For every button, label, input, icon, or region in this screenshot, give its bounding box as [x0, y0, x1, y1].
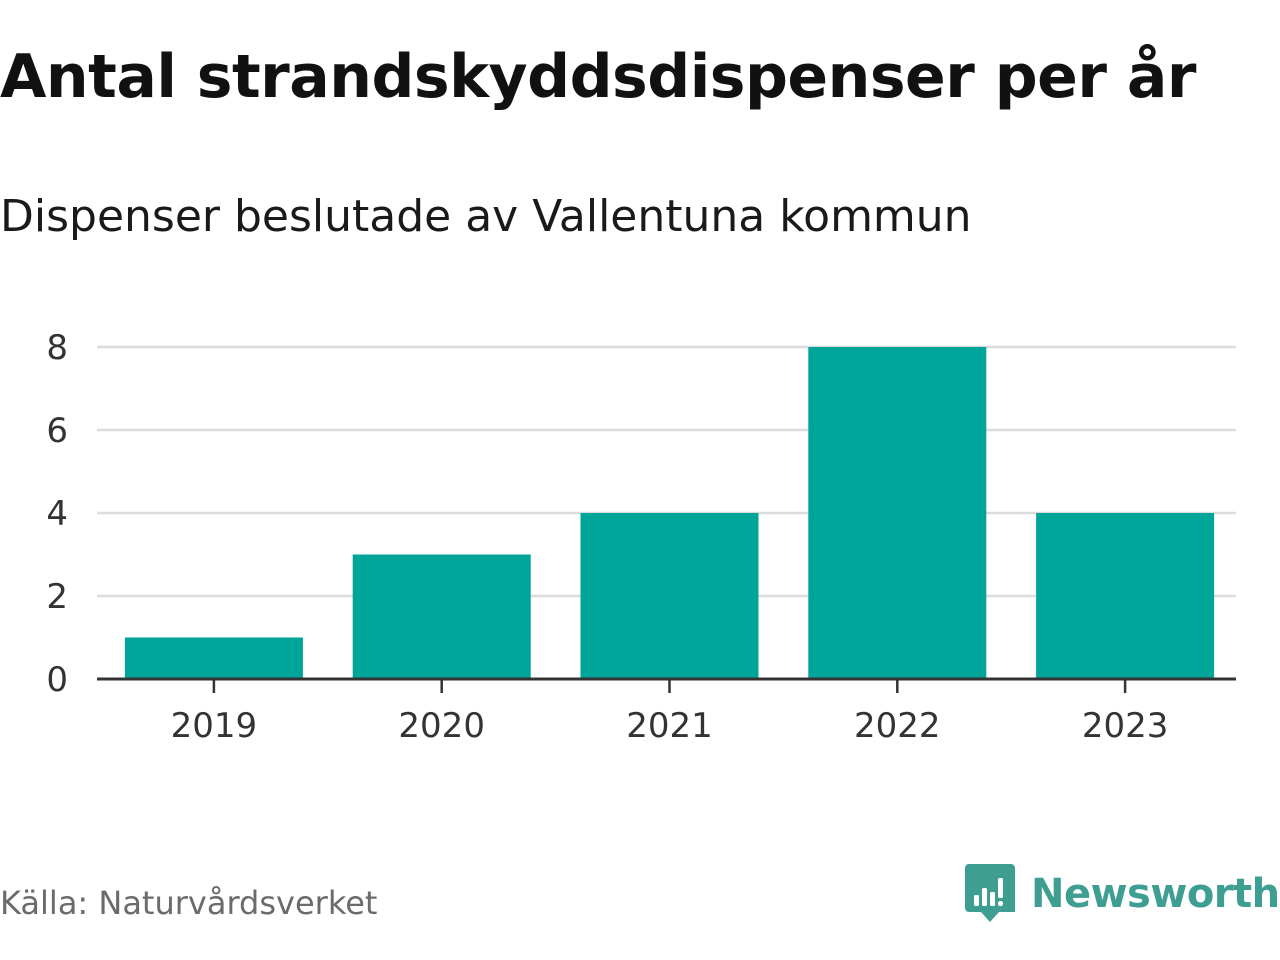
bar-2023	[1036, 513, 1215, 679]
x-tick-label: 2022	[854, 706, 941, 746]
y-tick-label: 2	[46, 577, 68, 617]
x-tick-label: 2019	[171, 706, 258, 746]
x-tick-label: 2021	[626, 706, 713, 746]
bar-2020	[352, 554, 531, 679]
bar-2022	[808, 347, 987, 679]
brand-name: Newsworthy	[1031, 871, 1280, 917]
source-note: Källa: Naturvårdsverket	[0, 884, 378, 922]
y-tick-label: 8	[46, 328, 68, 368]
brand-mark: Newsworthy	[965, 864, 1280, 924]
chart-title: Antal strandskyddsdispenser per år	[0, 42, 1196, 112]
bar-2019	[124, 637, 303, 679]
y-tick-label: 6	[46, 411, 68, 451]
y-tick-label: 0	[46, 660, 68, 700]
chart-subtitle: Dispenser beslutade av Vallentuna kommun	[0, 191, 972, 242]
newsworthy-logo-icon	[965, 864, 1015, 922]
bar-2021	[580, 513, 759, 679]
x-tick-label: 2023	[1082, 706, 1169, 746]
y-tick-label: 4	[46, 494, 68, 534]
x-tick-label: 2020	[398, 706, 485, 746]
